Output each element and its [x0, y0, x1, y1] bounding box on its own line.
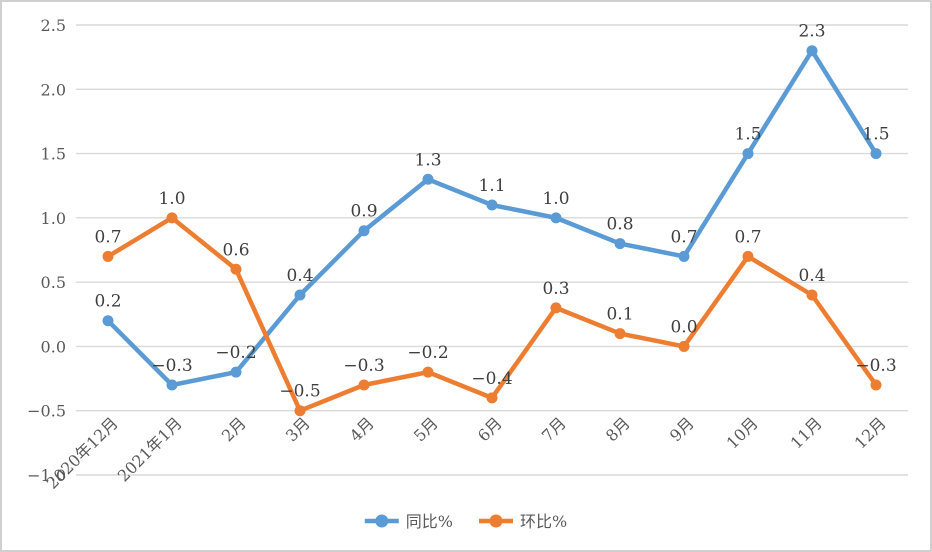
x-tick-label: 2020年12月: [43, 413, 122, 492]
data-label: 0.7: [94, 227, 121, 247]
data-label: 0.1: [606, 305, 633, 325]
data-point-marker: [166, 379, 178, 391]
data-label: 1.1: [478, 176, 505, 196]
data-point-marker: [806, 289, 818, 301]
data-point-marker: [870, 148, 882, 160]
data-point-marker: [358, 225, 370, 237]
x-tick-label: 9月: [666, 413, 698, 445]
x-tick-label: 3月: [282, 413, 314, 445]
data-point-marker: [422, 366, 434, 378]
data-label: 1.0: [158, 189, 185, 209]
y-tick-label: −0.5: [27, 402, 66, 421]
x-tick-label: 10月: [723, 413, 762, 452]
data-label: −0.4: [471, 369, 512, 389]
data-point-marker: [422, 173, 434, 185]
data-label: 0.6: [222, 240, 249, 260]
data-point-marker: [294, 405, 306, 417]
x-tick-label: 12月: [851, 413, 890, 452]
data-point-marker: [742, 250, 754, 262]
data-label: 0.2: [94, 292, 121, 312]
data-label: 0.7: [734, 227, 761, 247]
data-point-marker: [742, 148, 754, 160]
data-label: 1.5: [862, 125, 889, 145]
data-point-marker: [294, 289, 306, 301]
legend-label: 同比%: [406, 512, 453, 531]
legend-label: 环比%: [520, 512, 567, 531]
data-label: 0.4: [798, 266, 825, 286]
x-tick-label: 7月: [538, 413, 570, 445]
legend-item[interactable]: 同比%: [364, 512, 453, 531]
y-tick-label: 1.0: [41, 209, 66, 228]
legend-item[interactable]: 环比%: [479, 512, 567, 531]
y-tick-label: 2.0: [41, 80, 66, 99]
data-point-marker: [614, 238, 626, 250]
data-point-marker: [358, 379, 370, 391]
data-point-marker: [102, 315, 114, 327]
x-tick-label: 2月: [218, 413, 250, 445]
y-tick-label: 2.5: [41, 16, 66, 35]
x-tick-label: 4月: [346, 413, 378, 445]
legend-marker-icon: [375, 514, 389, 528]
data-label: −0.2: [407, 343, 448, 363]
data-point-marker: [678, 250, 690, 262]
data-labels-group: 0.2 −0.3 −0.2 0.4 0.9 1.3 1.1 1.0 0.8 0.7 1.5 2.3 1.…: [94, 22, 896, 402]
data-point-marker: [230, 263, 242, 275]
data-label: 1.5: [734, 125, 761, 145]
data-point-marker: [486, 199, 498, 211]
legend-marker-icon: [489, 514, 503, 528]
y-tick-label: 0.5: [41, 273, 66, 292]
data-label: 0.8: [606, 215, 633, 235]
data-label: 1.0: [542, 189, 569, 209]
series-group: [102, 45, 882, 417]
data-label: −0.3: [151, 356, 192, 376]
data-point-marker: [806, 45, 818, 57]
data-label: 0.3: [542, 279, 569, 299]
data-point-marker: [486, 392, 498, 404]
data-point-marker: [678, 340, 690, 352]
y-tick-label: 1.5: [41, 145, 66, 164]
data-point-marker: [614, 328, 626, 340]
data-point-marker: [550, 212, 562, 224]
data-label: 0.4: [286, 266, 313, 286]
data-label: −0.5: [279, 382, 320, 402]
data-label: 2.3: [798, 22, 825, 42]
x-tick-label: 6月: [474, 413, 506, 445]
y-tick-label: −1.0: [27, 466, 66, 485]
x-tick-label: 8月: [602, 413, 634, 445]
y-tick-label: 0.0: [41, 337, 66, 356]
data-point-marker: [166, 212, 178, 224]
data-point-marker: [870, 379, 882, 391]
y-axis-tick-labels: 2.5 2.0 1.5 1.0 0.5 0.0 −0.5 −1.0: [27, 16, 66, 485]
data-point-marker: [230, 366, 242, 378]
x-tick-label: 11月: [787, 413, 826, 452]
data-label: −0.3: [855, 356, 896, 376]
data-label: −0.3: [343, 356, 384, 376]
data-label: 0.9: [350, 202, 377, 222]
data-label: 1.3: [414, 150, 441, 170]
x-tick-label: 5月: [410, 413, 442, 445]
legend: 同比% 环比%: [364, 512, 567, 531]
data-point-marker: [102, 250, 114, 262]
data-label: 0.7: [670, 227, 697, 247]
data-label: 0.0: [670, 317, 697, 337]
gridlines: [76, 24, 908, 476]
data-label: −0.2: [215, 343, 256, 363]
data-point-marker: [550, 302, 562, 314]
